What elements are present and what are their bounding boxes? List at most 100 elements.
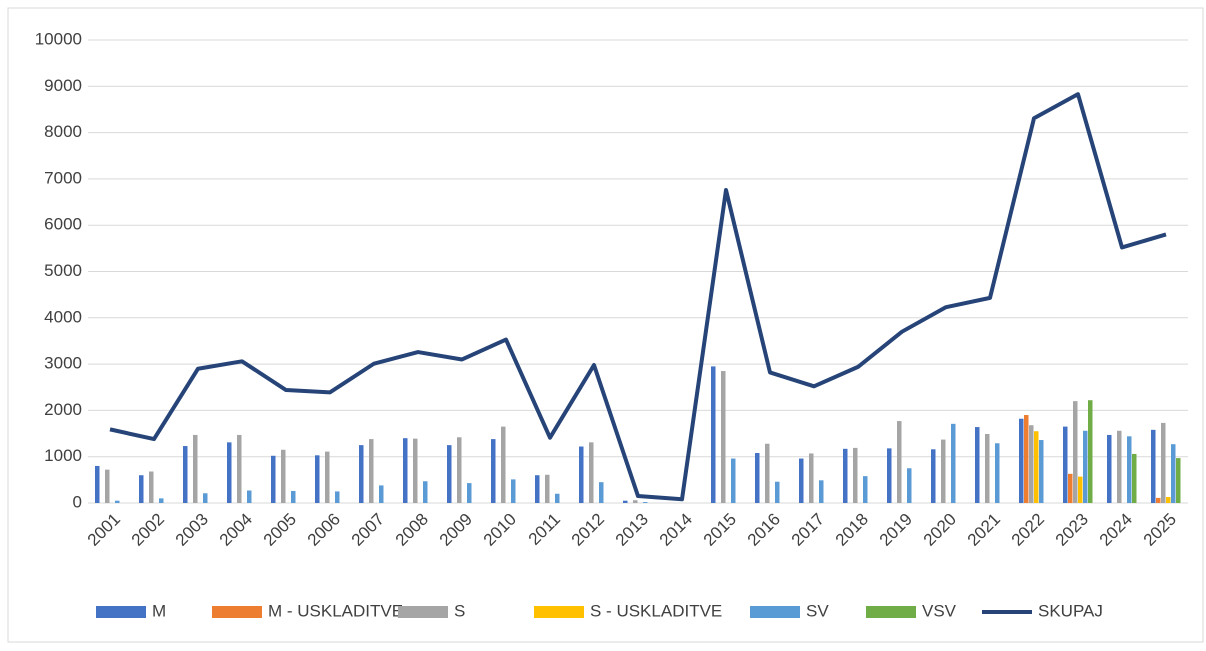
- bar: [1132, 453, 1137, 503]
- bar: [379, 485, 384, 503]
- bar: [1166, 496, 1171, 503]
- bar: [149, 471, 154, 503]
- legend-label: VSV: [922, 601, 957, 620]
- bar: [1107, 434, 1112, 503]
- bar: [907, 468, 912, 503]
- bar: [335, 491, 340, 503]
- bar: [159, 498, 164, 503]
- bar: [1024, 415, 1029, 503]
- bar: [975, 427, 980, 503]
- bar: [1156, 497, 1161, 503]
- bar: [1063, 426, 1068, 503]
- bar: [755, 452, 760, 503]
- legend-label: M: [152, 601, 166, 620]
- bar: [599, 482, 604, 503]
- bar: [369, 439, 374, 503]
- bar: [887, 448, 892, 503]
- bar: [843, 448, 848, 503]
- bar: [819, 480, 824, 503]
- bar: [809, 453, 814, 503]
- bar: [545, 474, 550, 503]
- bar: [511, 479, 516, 503]
- y-tick-label: 6000: [44, 215, 82, 234]
- bar: [1176, 458, 1181, 503]
- line: [109, 92, 1167, 502]
- y-tick-label: 9000: [44, 76, 82, 95]
- bar: [105, 469, 110, 503]
- legend-swatch: [96, 606, 146, 618]
- bar: [1171, 444, 1176, 503]
- bar: [931, 449, 936, 503]
- bar: [1039, 440, 1044, 503]
- bar: [633, 500, 638, 503]
- bar: [897, 421, 902, 503]
- bar: [247, 490, 252, 503]
- bar: [467, 483, 472, 503]
- y-tick-label: 2000: [44, 400, 82, 419]
- bar: [941, 439, 946, 503]
- legend-label: S - USKLADITVE: [590, 601, 722, 620]
- y-tick-label: 4000: [44, 307, 82, 326]
- bar: [183, 446, 188, 503]
- bar: [765, 443, 770, 503]
- bar: [535, 475, 540, 503]
- bar: [1083, 430, 1088, 503]
- bar: [1161, 422, 1166, 503]
- y-tick-label: 7000: [44, 168, 82, 187]
- bar: [555, 493, 560, 503]
- bar: [775, 481, 780, 503]
- bar: [1034, 431, 1039, 503]
- legend-swatch: [212, 606, 262, 618]
- bar: [403, 438, 408, 503]
- bar: [315, 455, 320, 503]
- bar: [721, 371, 726, 503]
- legend-label: S: [454, 601, 465, 620]
- bar: [853, 447, 858, 503]
- bar: [95, 465, 100, 503]
- bar: [951, 423, 956, 503]
- y-tick-label: 0: [73, 492, 82, 511]
- bar: [1151, 429, 1156, 503]
- bar: [731, 458, 736, 503]
- legend-swatch: [750, 606, 800, 618]
- bar: [413, 438, 418, 503]
- bar: [1078, 476, 1083, 503]
- bar: [995, 443, 1000, 503]
- y-tick-label: 5000: [44, 261, 82, 280]
- legend-label: M - USKLADITVE: [268, 601, 403, 620]
- bar: [423, 481, 428, 503]
- bar: [985, 434, 990, 503]
- bar: [643, 502, 648, 503]
- y-tick-label: 8000: [44, 122, 82, 141]
- y-tick-label: 10000: [35, 29, 82, 48]
- bar: [1019, 418, 1024, 503]
- legend-label: SV: [806, 601, 829, 620]
- y-tick-label: 3000: [44, 354, 82, 373]
- bar: [589, 442, 594, 503]
- bar: [457, 437, 462, 503]
- bar: [1088, 400, 1093, 503]
- bar: [1127, 436, 1132, 503]
- chart-border: [7, 7, 1204, 643]
- bar: [1073, 401, 1078, 503]
- bar: [203, 493, 208, 503]
- bar: [139, 475, 144, 503]
- bar: [623, 500, 628, 503]
- bar: [291, 490, 296, 503]
- bar: [863, 476, 868, 503]
- legend-swatch: [866, 606, 916, 618]
- legend-swatch: [534, 606, 584, 618]
- bar: [1029, 425, 1034, 503]
- bar: [193, 434, 198, 503]
- bar: [359, 445, 364, 503]
- bar: [1117, 430, 1122, 503]
- bar: [1068, 473, 1073, 503]
- bar: [501, 426, 506, 503]
- bar: [711, 366, 716, 503]
- bar: [281, 449, 286, 503]
- bar: [237, 434, 242, 503]
- bar: [447, 445, 452, 503]
- bar: [799, 458, 804, 503]
- bar: [491, 439, 496, 503]
